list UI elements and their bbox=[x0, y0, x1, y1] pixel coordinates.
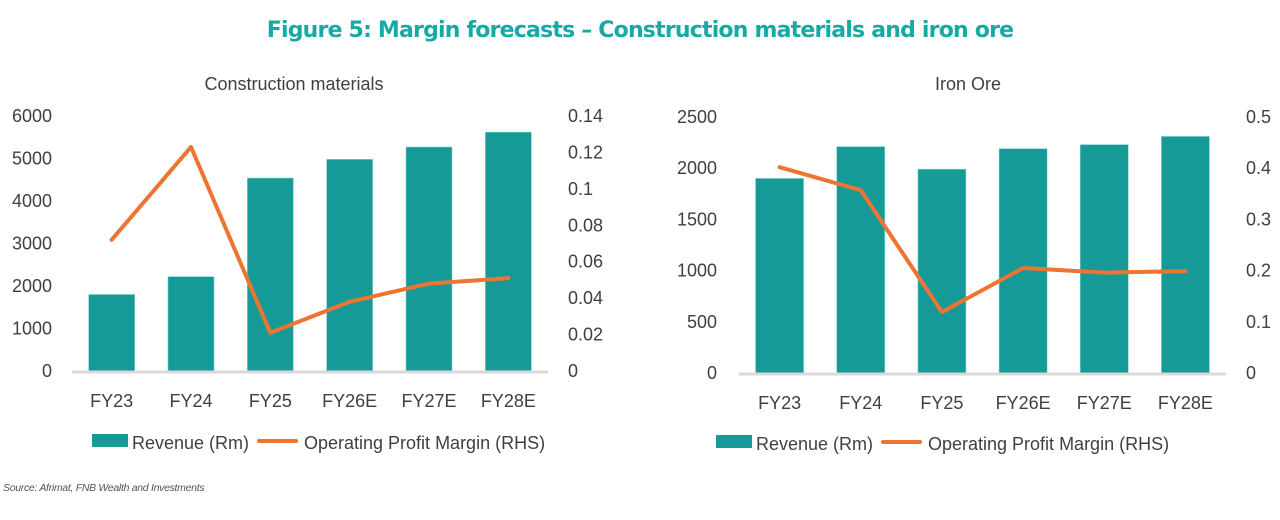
y-right-tick-label: 0.1 bbox=[1246, 312, 1271, 332]
bar-fy26e bbox=[326, 159, 373, 372]
legend-bar-swatch bbox=[92, 434, 128, 447]
y-right-tick-label: 0.12 bbox=[568, 142, 603, 162]
legend-bar-swatch bbox=[716, 435, 752, 448]
y-left-tick-label: 2500 bbox=[677, 107, 717, 127]
bar-fy26e bbox=[998, 148, 1048, 374]
legend-label-margin: Operating Profit Margin (RHS) bbox=[928, 434, 1169, 454]
x-tick-label: FY26E bbox=[322, 391, 377, 411]
x-tick-label: FY23 bbox=[90, 391, 133, 411]
bar-fy23 bbox=[88, 294, 135, 372]
x-tick-label: FY24 bbox=[169, 391, 212, 411]
y-right-tick-label: 0.3 bbox=[1246, 209, 1271, 229]
y-left-tick-label: 2000 bbox=[677, 158, 717, 178]
y-left-tick-label: 1500 bbox=[677, 209, 717, 229]
chart-iron-ore: Iron Ore 0 500 1000 1500 2000 2500 0 0.1 0.2 0.3 0.… bbox=[677, 74, 1271, 454]
y-right-tick-label: 0.02 bbox=[568, 325, 603, 345]
y-left-tick-label: 500 bbox=[687, 312, 717, 332]
legend-label-revenue: Revenue (Rm) bbox=[756, 434, 873, 454]
y-left-tick-label: 3000 bbox=[12, 234, 52, 254]
y-left-tick-label: 1000 bbox=[12, 319, 52, 339]
bar-fy24 bbox=[167, 276, 215, 372]
chart-construction-materials: Construction materials 0 1000 2000 3000 4000 5… bbox=[12, 74, 603, 453]
legend-label-margin: Operating Profit Margin (RHS) bbox=[304, 433, 545, 453]
y-right-tick-label: 0.5 bbox=[1246, 107, 1271, 127]
y-left-tick-label: 4000 bbox=[12, 191, 52, 211]
y-left-tick-label: 1000 bbox=[677, 261, 717, 281]
y-right-tick-label: 0 bbox=[568, 361, 578, 381]
y-right-tick-label: 0 bbox=[1246, 363, 1256, 383]
source-note: Source: Afrimat, FNB Wealth and Investme… bbox=[3, 482, 205, 494]
y-right-tick-label: 0.06 bbox=[568, 252, 603, 272]
y-left-tick-label: 2000 bbox=[12, 276, 52, 296]
line-operating-profit-margin bbox=[777, 165, 1188, 315]
y-right-tick-label: 0.4 bbox=[1246, 158, 1271, 178]
x-tick-label: FY27E bbox=[401, 391, 456, 411]
x-tick-label: FY25 bbox=[920, 393, 963, 413]
x-tick-label: FY27E bbox=[1077, 393, 1132, 413]
y-left-tick-label: 0 bbox=[707, 363, 717, 383]
bar-fy24 bbox=[836, 146, 886, 374]
y-left-tick-label: 0 bbox=[42, 361, 52, 381]
y-left-tick-label: 6000 bbox=[12, 106, 52, 126]
x-tick-label: FY26E bbox=[996, 393, 1051, 413]
y-right-tick-label: 0.08 bbox=[568, 215, 603, 235]
y-right-tick-label: 0.14 bbox=[568, 106, 603, 126]
bar-fy27e bbox=[1079, 144, 1129, 374]
y-right-tick-label: 0.1 bbox=[568, 179, 593, 199]
bar-fy25 bbox=[917, 168, 967, 374]
legend-label-revenue: Revenue (Rm) bbox=[132, 433, 249, 453]
y-left-tick-label: 5000 bbox=[12, 149, 52, 169]
x-tick-label: FY25 bbox=[249, 391, 292, 411]
x-tick-label: FY28E bbox=[1158, 393, 1213, 413]
bar-fy28e bbox=[485, 131, 532, 372]
bar-fy28e bbox=[1161, 136, 1210, 374]
line-operating-profit-margin bbox=[109, 144, 511, 335]
chart-title: Iron Ore bbox=[935, 74, 1001, 94]
x-tick-label: FY24 bbox=[839, 393, 882, 413]
chart-title: Construction materials bbox=[204, 74, 383, 94]
bar-fy25 bbox=[247, 177, 294, 372]
bar-fy27e bbox=[405, 146, 453, 372]
y-right-tick-label: 0.04 bbox=[568, 288, 603, 308]
bar-fy23 bbox=[755, 178, 804, 374]
x-tick-label: FY28E bbox=[481, 391, 536, 411]
x-tick-label: FY23 bbox=[758, 393, 801, 413]
figure-title: Figure 5: Margin forecasts – Constructio… bbox=[266, 18, 1014, 43]
y-right-tick-label: 0.2 bbox=[1246, 261, 1271, 281]
